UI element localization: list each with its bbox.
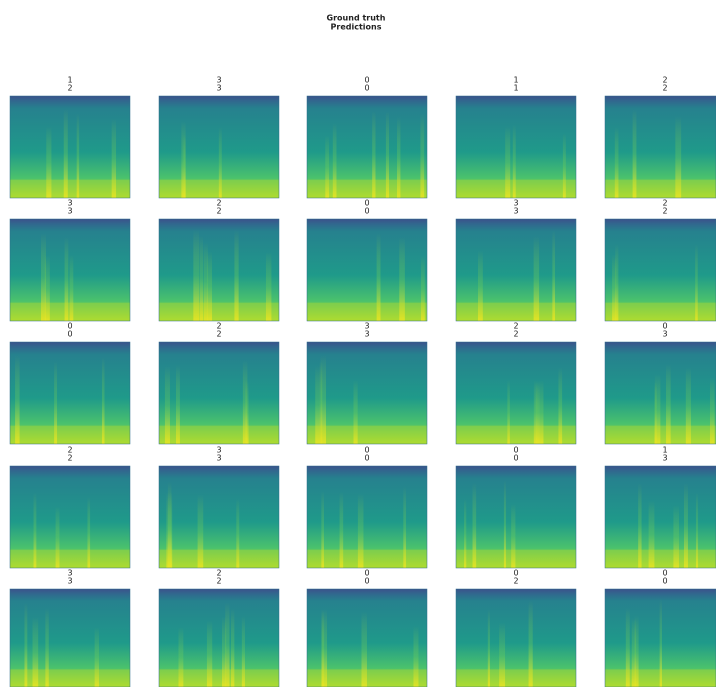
spectrogram: [10, 342, 130, 444]
spectrogram: [456, 466, 576, 568]
spectrogram: [456, 589, 576, 687]
prediction-label: 2: [662, 84, 667, 93]
spectrogram-floor: [456, 550, 576, 568]
prediction-label: 0: [67, 330, 72, 339]
spectrogram-floor: [605, 180, 716, 198]
spectrogram-floor: [307, 180, 427, 198]
spectrogram-floor: [605, 303, 716, 321]
spectrogram: [456, 342, 576, 444]
spectrogram: [10, 589, 130, 687]
prediction-label: 2: [662, 207, 667, 216]
spectrogram-floor: [605, 426, 716, 444]
spectrogram-floor: [456, 180, 576, 198]
prediction-label: 0: [364, 84, 369, 93]
prediction-label: 3: [364, 330, 369, 339]
spectrogram-floor: [456, 303, 576, 321]
spectrogram: [307, 589, 427, 687]
figure-title: Predictions: [331, 23, 382, 32]
spectrogram-floor: [456, 426, 576, 444]
spectrogram-floor: [159, 180, 279, 198]
prediction-label: 2: [513, 330, 518, 339]
prediction-label: 1: [513, 84, 518, 93]
prediction-label: 2: [67, 84, 72, 93]
figure-title: Ground truth: [327, 14, 386, 23]
prediction-label: 0: [662, 577, 667, 586]
prediction-label: 3: [662, 454, 667, 463]
spectrogram-floor: [10, 303, 130, 321]
prediction-label: 2: [216, 207, 221, 216]
spectrogram: [159, 96, 279, 198]
prediction-label: 3: [67, 207, 72, 216]
spectrogram: [307, 219, 427, 321]
spectrogram: [159, 219, 279, 321]
prediction-label: 0: [364, 577, 369, 586]
spectrogram-floor: [10, 180, 130, 198]
spectrogram: [307, 96, 427, 198]
spectrogram-floor: [159, 669, 279, 687]
spectrogram: [456, 96, 576, 198]
spectrogram: [10, 96, 130, 198]
spectrogram-floor: [605, 669, 716, 687]
spectrogram-floor: [307, 426, 427, 444]
prediction-label: 0: [364, 454, 369, 463]
prediction-label: 3: [662, 330, 667, 339]
prediction-label: 2: [513, 577, 518, 586]
prediction-label: 2: [67, 454, 72, 463]
prediction-label: 0: [364, 207, 369, 216]
spectrogram: [456, 219, 576, 321]
spectrogram-floor: [307, 303, 427, 321]
spectrogram-floor: [307, 669, 427, 687]
spectrogram-floor: [10, 669, 130, 687]
spectrogram: [605, 96, 716, 198]
spectrogram-floor: [10, 426, 130, 444]
spectrogram-floor: [605, 550, 716, 568]
figure: Ground truth Predictions 123300112233220…: [0, 0, 716, 687]
prediction-label: 3: [216, 84, 221, 93]
spectrogram-floor: [307, 550, 427, 568]
spectrogram: [159, 342, 279, 444]
spectrogram-floor: [456, 669, 576, 687]
spectrogram: [605, 589, 716, 687]
prediction-label: 3: [513, 207, 518, 216]
spectrogram: [307, 466, 427, 568]
prediction-label: 2: [216, 330, 221, 339]
spectrogram: [10, 219, 130, 321]
spectrogram-floor: [159, 550, 279, 568]
spectrogram: [10, 466, 130, 568]
prediction-label: 0: [513, 454, 518, 463]
spectrogram: [159, 466, 279, 568]
prediction-label: 3: [67, 577, 72, 586]
spectrogram: [159, 589, 279, 687]
prediction-label: 2: [216, 577, 221, 586]
spectrogram: [307, 342, 427, 444]
spectrogram: [605, 219, 716, 321]
spectrogram-floor: [10, 550, 130, 568]
spectrogram-floor: [159, 426, 279, 444]
spectrogram: [605, 342, 716, 444]
prediction-label: 3: [216, 454, 221, 463]
page: Ground truth Predictions 123300112233220…: [0, 0, 716, 687]
spectrogram-floor: [159, 303, 279, 321]
spectrogram: [605, 466, 716, 568]
